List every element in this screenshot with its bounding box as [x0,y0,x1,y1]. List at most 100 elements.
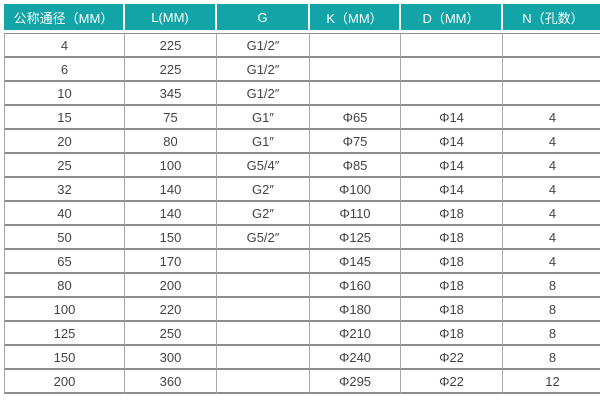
table-cell: 8 [503,322,600,346]
table-cell: 80 [125,130,217,154]
table-cell: G1″ [217,106,310,130]
table-row: 50 150 G5/2″ Φ125 Φ18 4 [4,226,600,250]
table-cell: Φ65 [310,106,401,130]
table-cell: 345 [125,82,217,106]
table-cell [217,346,310,370]
table-cell [401,58,503,82]
table-row: 25 100 G5/4″ Φ85 Φ14 4 [4,154,600,178]
table-cell: 8 [503,274,600,298]
table-cell: Φ18 [401,322,503,346]
header-cell-5: N（孔数） [503,4,600,33]
table-cell: G1″ [217,130,310,154]
table-row: 40 140 G2″ Φ110 Φ18 4 [4,202,600,226]
table-cell: 100 [125,154,217,178]
table-cell [217,274,310,298]
table-cell: Φ160 [310,274,401,298]
header-cell-2: G [217,4,310,33]
table-row: 15 75 G1″ Φ65 Φ14 4 [4,106,600,130]
spec-table-container: 公称通径（MM） L(MM) G K（MM） D（MM） N（孔数） 4 225 G1/2″ 6… [4,4,600,394]
table-cell: Φ125 [310,226,401,250]
table-cell: 225 [125,33,217,58]
table-row: 32 140 G2″ Φ100 Φ14 4 [4,178,600,202]
table-cell: Φ18 [401,250,503,274]
table-cell: G5/4″ [217,154,310,178]
table-cell [503,58,600,82]
table-cell: 4 [503,130,600,154]
table-cell: G2″ [217,202,310,226]
table-cell [401,33,503,58]
table-row: 6 225 G1/2″ [4,58,600,82]
table-row: 4 225 G1/2″ [4,33,600,58]
table-cell: Φ145 [310,250,401,274]
header-cell-4: D（MM） [401,4,503,33]
table-cell [217,250,310,274]
dimension-spec-table: 公称通径（MM） L(MM) G K（MM） D（MM） N（孔数） 4 225 G1/2″ 6… [4,4,600,394]
table-cell: Φ14 [401,106,503,130]
table-cell: 170 [125,250,217,274]
table-cell: 4 [503,178,600,202]
table-cell: Φ85 [310,154,401,178]
table-cell: 40 [4,202,125,226]
table-cell [217,298,310,322]
table-cell: 200 [125,274,217,298]
table-header-row: 公称通径（MM） L(MM) G K（MM） D（MM） N（孔数） [4,4,600,33]
table-cell: 125 [4,322,125,346]
table-row: 100 220 Φ180 Φ18 8 [4,298,600,322]
table-row: 20 80 G1″ Φ75 Φ14 4 [4,130,600,154]
table-cell: 300 [125,346,217,370]
table-cell: 4 [4,33,125,58]
table-cell [503,82,600,106]
table-cell [217,370,310,394]
table-cell: G1/2″ [217,82,310,106]
table-header: 公称通径（MM） L(MM) G K（MM） D（MM） N（孔数） [4,4,600,33]
table-cell: Φ14 [401,154,503,178]
table-cell: 50 [4,226,125,250]
table-cell: 6 [4,58,125,82]
table-cell: 80 [4,274,125,298]
table-cell: Φ18 [401,298,503,322]
table-cell: Φ18 [401,226,503,250]
table-cell: Φ18 [401,274,503,298]
table-cell: Φ240 [310,346,401,370]
table-cell: Φ75 [310,130,401,154]
table-cell: G1/2″ [217,58,310,82]
table-cell [310,33,401,58]
table-body: 4 225 G1/2″ 6 225 G1/2″ 10 345 G1/2″ 15 75 G1″ Φ65 Φ1… [4,33,600,394]
table-cell: 10 [4,82,125,106]
table-cell: 100 [4,298,125,322]
table-cell: G5/2″ [217,226,310,250]
table-cell: G1/2″ [217,33,310,58]
table-cell: 12 [503,370,600,394]
table-cell: Φ295 [310,370,401,394]
table-cell: Φ22 [401,370,503,394]
table-cell: 4 [503,202,600,226]
table-row: 10 345 G1/2″ [4,82,600,106]
table-cell: 15 [4,106,125,130]
table-cell: Φ14 [401,130,503,154]
table-cell: 140 [125,202,217,226]
table-cell: 4 [503,250,600,274]
table-cell: 20 [4,130,125,154]
table-cell: G2″ [217,178,310,202]
header-cell-1: L(MM) [125,4,217,33]
table-row: 150 300 Φ240 Φ22 8 [4,346,600,370]
table-cell: 4 [503,154,600,178]
table-row: 65 170 Φ145 Φ18 4 [4,250,600,274]
table-cell: Φ180 [310,298,401,322]
table-cell: 250 [125,322,217,346]
table-cell: 150 [125,226,217,250]
table-row: 80 200 Φ160 Φ18 8 [4,274,600,298]
header-cell-0: 公称通径（MM） [4,4,125,33]
table-cell: 4 [503,226,600,250]
table-cell: 65 [4,250,125,274]
table-cell: 220 [125,298,217,322]
header-cell-3: K（MM） [310,4,401,33]
table-cell: 150 [4,346,125,370]
table-cell [401,82,503,106]
table-cell: 140 [125,178,217,202]
table-cell: Φ18 [401,202,503,226]
table-cell: 8 [503,346,600,370]
table-cell: 200 [4,370,125,394]
table-cell: 360 [125,370,217,394]
table-cell: 8 [503,298,600,322]
